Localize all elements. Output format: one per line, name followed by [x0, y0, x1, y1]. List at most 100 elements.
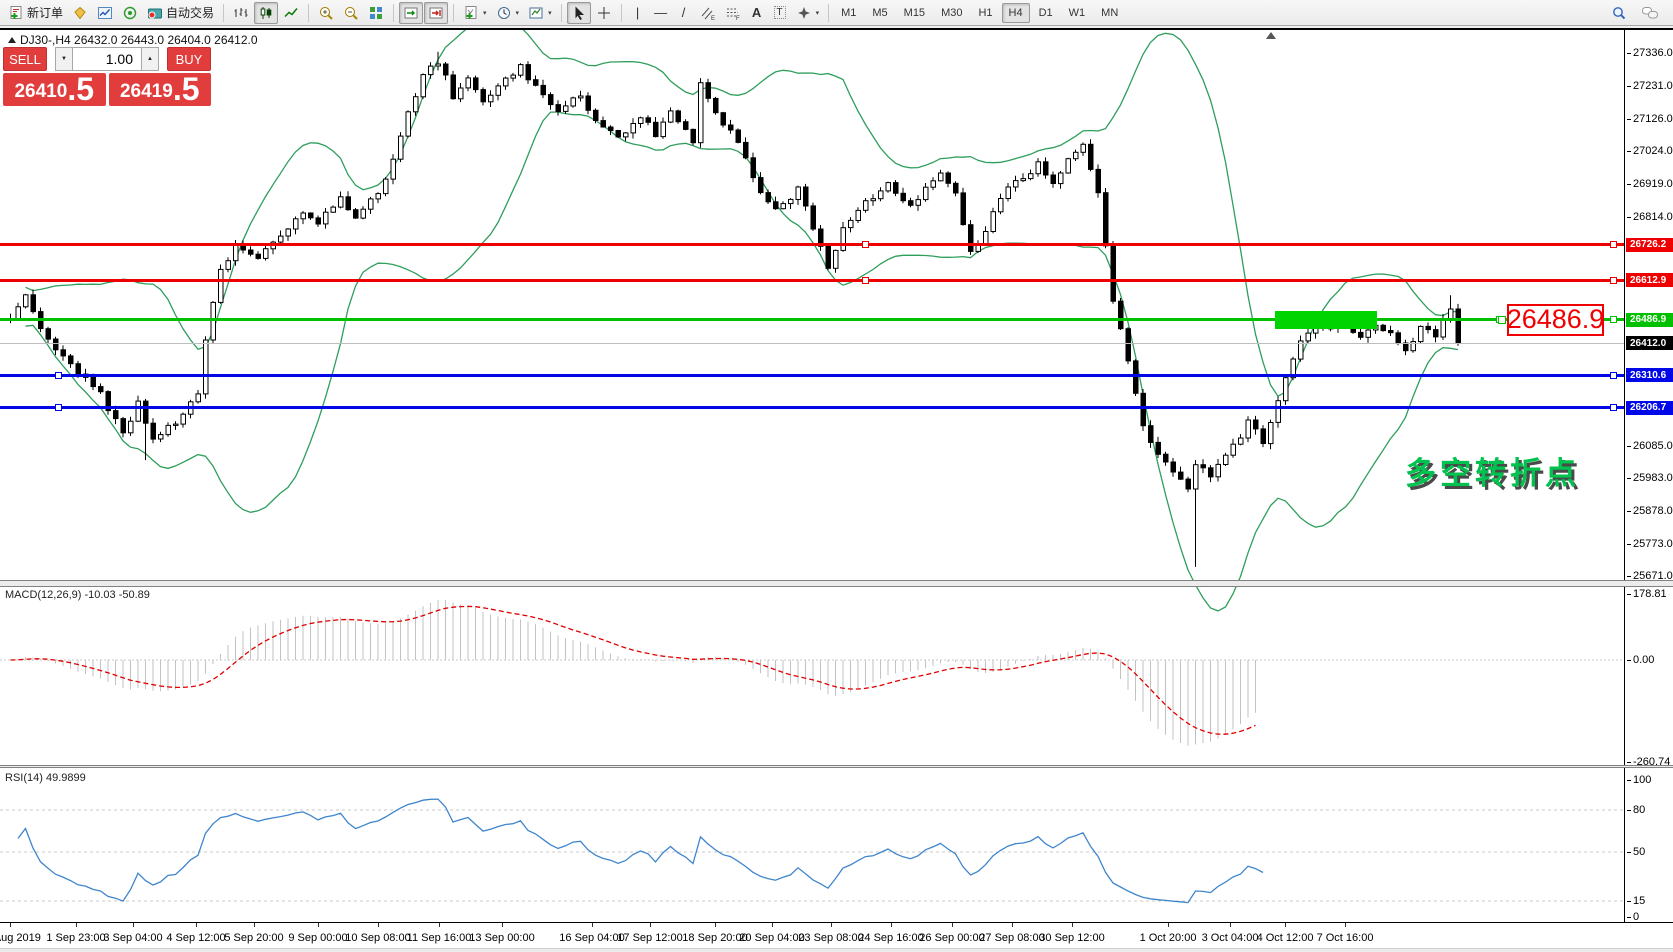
axis-price-label-26486.9: 26486.9 — [1626, 312, 1673, 327]
sell-button[interactable]: SELL — [3, 47, 47, 71]
search-button[interactable] — [1607, 2, 1631, 24]
timeframe-button-M1[interactable]: M1 — [841, 6, 857, 19]
svg-text:F: F — [736, 16, 740, 21]
vertical-line-icon: | — [635, 5, 640, 20]
timeframe-button-H1[interactable]: H1 — [978, 6, 993, 19]
zoom-out-button[interactable] — [339, 2, 363, 24]
price-line-26206.7[interactable] — [0, 404, 1624, 412]
sell-price[interactable]: 26410.5 — [3, 73, 106, 106]
crosshair-button[interactable] — [592, 2, 616, 24]
chart-window[interactable]: DJ30-,H4 26432.0 26443.0 26404.0 26412.0… — [0, 28, 1673, 952]
turning-point-annotation[interactable]: 多空转折点 — [1405, 456, 1580, 491]
auto-trading-button[interactable]: 自动交易 — [143, 2, 218, 24]
highlighted-price-label[interactable]: 26486.9 — [1498, 303, 1604, 336]
crosshair-icon — [597, 6, 610, 19]
toolbar-separator — [393, 3, 395, 22]
buy-price-main: 26419 — [119, 81, 173, 102]
line-anchor-handle[interactable] — [1610, 316, 1617, 324]
chart-plot[interactable] — [0, 30, 1624, 922]
time-label: 11 Sep 16:00 — [406, 932, 472, 944]
timeframe-button-MN[interactable]: MN — [1101, 6, 1119, 19]
price-tick: 25878.0 — [1627, 505, 1673, 517]
time-label: 7 Oct 16:00 — [1316, 932, 1374, 944]
auto-scroll-button[interactable] — [399, 1, 424, 24]
trade-panel-controls: SELL ▼ 1.00 ▲ BUY — [3, 47, 211, 71]
price-tick: 26919.0 — [1627, 178, 1673, 190]
time-label: 20 Sep 04:00 — [739, 932, 805, 944]
timeframe-button-W1[interactable]: W1 — [1068, 6, 1086, 19]
line-anchor-handle[interactable] — [1610, 241, 1617, 248]
data-window-icon — [98, 6, 113, 19]
time-label: 13 Sep 00:00 — [469, 932, 535, 944]
line-anchor-handle[interactable] — [1610, 404, 1617, 412]
tile-windows-button[interactable] — [364, 2, 388, 24]
toolbar-right-group — [1607, 2, 1669, 24]
main-toolbar: 新订单 自动交易 ▾ ▾ — [0, 0, 1673, 26]
time-tick-mark — [439, 923, 440, 927]
price-tick: 26814.0 — [1627, 211, 1673, 223]
line-anchor-handle[interactable] — [862, 241, 869, 248]
timeframe-button-H4[interactable]: H4 — [1001, 2, 1030, 23]
price-axis[interactable]: 26726.2 26612.9 26486.9 26412.0 26310.6 26206… — [1624, 30, 1673, 923]
timeframe-button-M30[interactable]: M30 — [941, 6, 963, 19]
volume-input[interactable]: 1.00 — [73, 47, 141, 71]
indicator-axis-tick: 0 — [1626, 911, 1640, 923]
line-anchor-handle[interactable] — [55, 371, 62, 379]
indicators-button[interactable]: ▾ — [459, 2, 491, 24]
vertical-line-button[interactable]: | — [627, 2, 649, 24]
time-axis[interactable]: 29 Aug 2019 1 Sep 23:003 Sep 04:004 Sep 1… — [0, 922, 1673, 952]
price-line-26612.9[interactable] — [0, 276, 1624, 284]
zoom-in-button[interactable] — [314, 2, 338, 24]
chat-icon — [1642, 6, 1658, 18]
price-line-26726.2[interactable] — [0, 241, 1624, 248]
candlestick-chart-button[interactable] — [254, 1, 279, 24]
timeframe-button-D1[interactable]: D1 — [1038, 6, 1053, 19]
market-watch-button[interactable] — [68, 2, 92, 24]
text-button[interactable]: A — [746, 2, 768, 24]
cursor-button[interactable] — [566, 1, 591, 24]
timeframe-button-M15[interactable]: M15 — [903, 6, 926, 19]
price-line-26310.6[interactable] — [0, 371, 1624, 379]
chat-button[interactable] — [1637, 2, 1663, 24]
bar-chart-button[interactable] — [229, 2, 253, 24]
time-tick-mark — [76, 923, 77, 927]
periods-button[interactable]: ▾ — [492, 2, 524, 24]
time-label: 23 Sep 08:00 — [798, 932, 864, 944]
line-chart-button[interactable] — [279, 2, 303, 24]
pane-splitter[interactable] — [0, 580, 1673, 587]
line-anchor-handle[interactable] — [1610, 371, 1617, 379]
horizontal-line-button[interactable]: — — [650, 2, 672, 24]
buy-price[interactable]: 26419.5 — [108, 73, 211, 106]
horizontal-line-icon: — — [654, 5, 668, 20]
dropdown-caret-icon: ▾ — [515, 9, 520, 17]
equidistant-channel-button[interactable]: E — [696, 2, 720, 24]
new-order-button[interactable]: 新订单 — [4, 2, 67, 24]
data-window-button[interactable] — [93, 2, 117, 24]
volume-decrease-button[interactable]: ▼ — [55, 47, 73, 71]
chart-shift-button[interactable] — [424, 1, 449, 24]
line-anchor-handle[interactable] — [55, 404, 62, 412]
buy-button[interactable]: BUY — [167, 47, 211, 71]
line-anchor-handle[interactable] — [1498, 315, 1506, 324]
trendline-button[interactable]: / — [673, 2, 695, 24]
one-click-collapse-icon[interactable] — [8, 37, 16, 43]
arrows-button[interactable]: ▾ — [792, 2, 824, 24]
time-tick-mark — [952, 923, 953, 927]
market-watch-icon — [74, 6, 86, 19]
line-anchor-handle[interactable] — [1610, 276, 1617, 284]
time-tick-mark — [772, 923, 773, 927]
volume-increase-button[interactable]: ▲ — [141, 47, 159, 71]
price-line-26412.0[interactable] — [0, 342, 1624, 344]
price-line-26486.9[interactable] — [0, 316, 1624, 324]
text-label-button[interactable]: T — [769, 2, 791, 24]
time-label: 5 Sep 20:00 — [224, 932, 284, 944]
templates-button[interactable]: ▾ — [524, 2, 556, 24]
line-anchor-handle[interactable] — [862, 276, 869, 284]
zoom-in-icon — [320, 6, 333, 20]
fibonacci-button[interactable]: F — [721, 2, 745, 24]
pane-splitter[interactable] — [0, 765, 1673, 768]
time-label: 1 Sep 23:00 — [46, 932, 106, 944]
signals-button[interactable] — [118, 2, 142, 24]
highlight-zone-rectangle[interactable] — [1275, 310, 1377, 329]
timeframe-button-M5[interactable]: M5 — [872, 6, 888, 19]
